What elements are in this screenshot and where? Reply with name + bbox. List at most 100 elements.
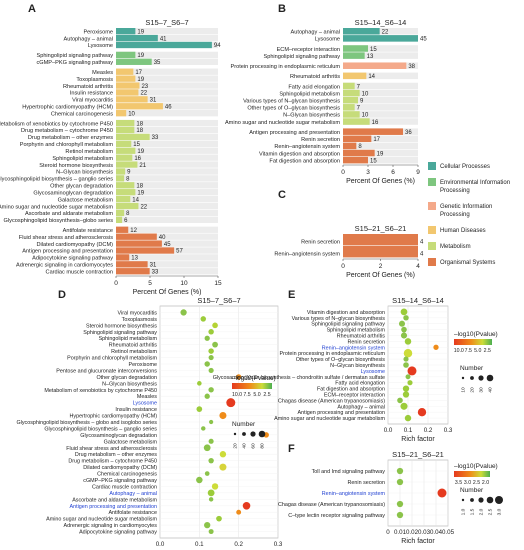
color-legend-tick: 3.0: [464, 480, 471, 486]
x-axis-label: Rich factor: [401, 436, 435, 443]
pathway-label: Fluid shear stress and atherosclerosis: [66, 446, 157, 452]
tick-label: 0.1: [195, 541, 204, 548]
data-label: 15: [370, 47, 377, 53]
bar-background: [116, 51, 218, 59]
size-legend-tick: 30: [479, 387, 485, 393]
legend-label: Processing: [440, 212, 470, 218]
tick-label: 0: [114, 280, 118, 287]
size-legend-tick: 2.0: [479, 508, 485, 515]
data-label: 15: [370, 158, 377, 164]
bar: [116, 189, 136, 196]
bar-background: [343, 156, 418, 164]
pathway-label: Renin–angiotensin system: [322, 345, 386, 351]
panel-letter: E: [288, 289, 295, 301]
category-label: Measles: [92, 70, 113, 76]
pathway-label: Adrenergic signaling in cardiomyocytes: [64, 523, 158, 529]
legend-label: Cellular Processes: [440, 164, 490, 170]
color-legend-tick: 5.0: [253, 392, 260, 398]
data-label: 16: [372, 120, 379, 126]
pathway-label: N–Glycan biosynthesis: [330, 363, 385, 369]
bar: [116, 58, 152, 65]
bar: [116, 202, 139, 210]
pathway-label: Adipocytokine signaling pathway: [79, 530, 157, 536]
bar-background: [116, 268, 218, 275]
pathway-label: N–Glycan biosynthesis: [102, 381, 157, 387]
pathway-label: Peroxisome: [129, 362, 157, 368]
bar: [343, 135, 372, 143]
category-label: Drug metabolism – cytochrome P450: [21, 128, 113, 134]
category-label: Lysosome: [88, 43, 113, 49]
data-label: 9: [127, 170, 131, 176]
data-label: 6: [124, 218, 128, 224]
pathway-label: Drug metabolism – other enzymes: [75, 452, 157, 458]
bubble: [397, 397, 403, 404]
bar-background: [343, 118, 418, 125]
data-label: 38: [408, 64, 415, 70]
tick-label: 0.2: [234, 541, 243, 548]
size-legend-tick: 40: [242, 443, 248, 449]
color-legend-tick: 10.0: [232, 392, 242, 398]
bar-background: [116, 28, 218, 35]
size-legend-tick: 2.5: [488, 508, 494, 515]
pathway-label: Antifolate resistance: [108, 510, 157, 516]
bubble: [196, 476, 203, 484]
category-label: Viral myocarditis: [72, 98, 113, 104]
data-label: 8: [126, 211, 130, 217]
bar: [343, 104, 355, 111]
x-axis-label: Percent Of Genes (%): [346, 272, 415, 279]
bar: [116, 28, 136, 35]
size-legend-circle: [470, 376, 474, 380]
bubble: [219, 412, 227, 420]
pathway-label: Antigen processing and presentation: [69, 504, 157, 510]
data-label: 19: [137, 29, 144, 35]
category-label: Ascorbate and aldarate metabolism: [25, 211, 113, 217]
legend-label: Metabolism: [440, 244, 471, 250]
bar-background: [116, 209, 218, 217]
data-label: 12: [130, 228, 137, 234]
color-legend-tick: 2.5: [263, 392, 270, 398]
pathway-label: Hypertrophic cardiomyopathy (HCM): [70, 414, 158, 420]
color-legend-tick: 2.5: [473, 480, 480, 486]
data-label: 45: [420, 37, 427, 43]
pathway-label: C–type lectin receptor signaling pathway: [288, 513, 385, 519]
pathway-label: Renin secretion: [348, 339, 385, 345]
pathway-label: Glycosaminoglycan degradation: [80, 433, 157, 439]
bar-background: [343, 142, 418, 150]
bubble: [403, 315, 409, 321]
x-axis-label: Percent Of Genes (%): [346, 178, 415, 185]
bubble: [212, 322, 218, 329]
category-label: Antigen processing and presentation: [249, 130, 340, 136]
size-legend-circle: [486, 374, 494, 382]
category-label: Retinol metabolism: [65, 149, 113, 155]
category-label: Cardiac muscle contraction: [46, 269, 113, 275]
bar: [116, 195, 131, 203]
tick-label: 9: [416, 169, 420, 176]
bar-background: [116, 175, 218, 182]
bubble: [433, 344, 439, 350]
bubble: [403, 362, 409, 368]
bar: [343, 246, 418, 258]
category-label: Renin–angiotensin system: [274, 144, 340, 150]
bar: [116, 75, 136, 82]
tick-label: 0.2: [424, 427, 433, 434]
color-legend-title: –log10(Pvalue): [454, 331, 498, 338]
legend-label: Genetic Information: [440, 204, 492, 210]
data-label: 8: [126, 177, 130, 183]
tick-label: 4: [416, 263, 420, 270]
pathway-label: Renin secretion: [348, 480, 385, 486]
chart-title: S15–21_S6–21: [392, 450, 444, 459]
data-label: 19: [137, 77, 144, 83]
bubble: [236, 509, 242, 515]
category-label: Adipocytokine signaling pathway: [32, 256, 113, 262]
bar: [116, 240, 162, 247]
bubble: [197, 381, 202, 386]
size-legend-tick: 20: [470, 387, 476, 393]
data-label: 21: [139, 163, 146, 169]
bubble: [226, 398, 236, 408]
tick-label: 0.0: [156, 541, 165, 548]
color-legend-tick: 7.5: [243, 392, 250, 398]
data-label: 10: [128, 111, 135, 117]
bubble: [208, 457, 214, 464]
bar-background: [343, 82, 418, 90]
bar: [116, 34, 158, 42]
